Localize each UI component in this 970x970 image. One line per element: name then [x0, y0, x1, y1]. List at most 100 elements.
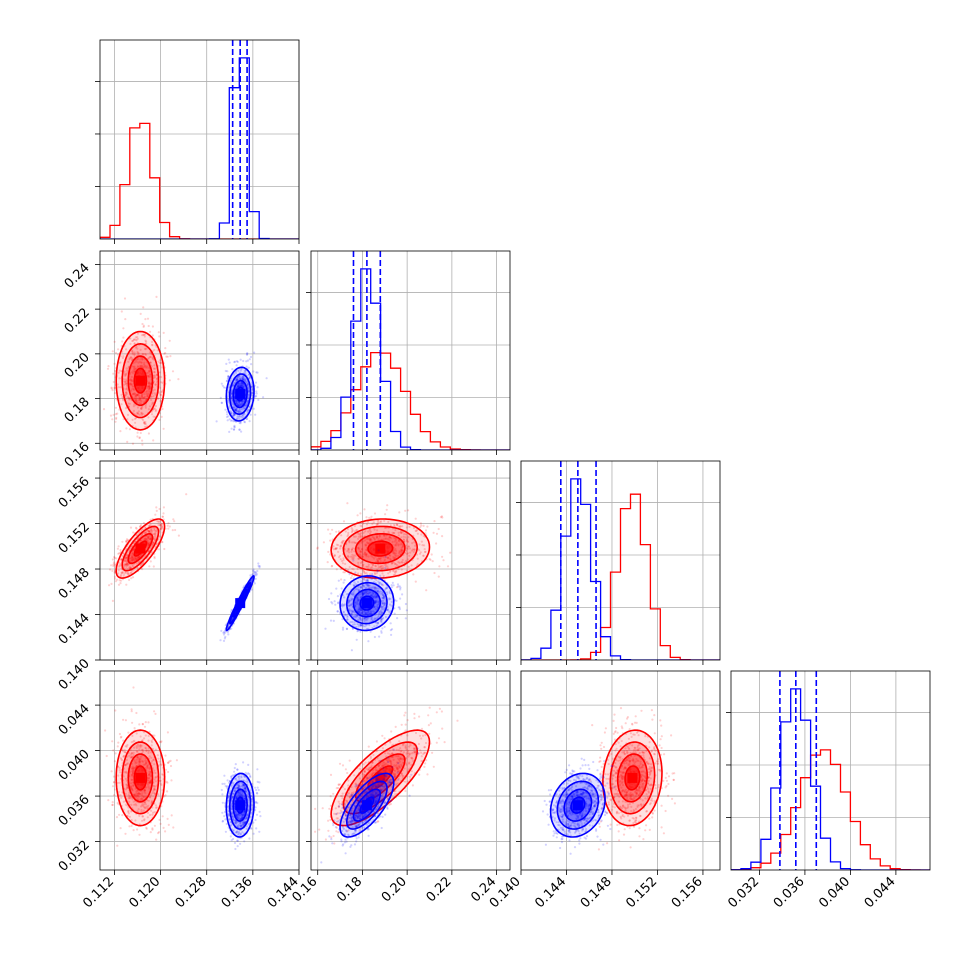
scatter-point — [238, 410, 241, 413]
scatter-point — [242, 382, 245, 385]
scatter-point — [137, 412, 140, 415]
scatter-point — [153, 348, 156, 352]
scatter-point — [133, 392, 136, 395]
scatter-point — [134, 368, 137, 371]
scatter-point — [148, 405, 152, 408]
scatter-point — [149, 373, 152, 376]
scatter-point — [229, 379, 232, 382]
scatter-point — [138, 360, 141, 363]
scatter-point — [131, 379, 134, 382]
scatter-point — [160, 527, 163, 530]
scatter-point — [113, 386, 116, 389]
scatter-point — [226, 413, 229, 416]
scatter-point — [446, 565, 450, 568]
scatter-point — [130, 554, 133, 558]
y-tick-label: 0.24 — [62, 261, 93, 292]
y-tick-label: 0.152 — [56, 520, 93, 557]
scatter-point — [222, 633, 226, 636]
scatter-point — [129, 547, 132, 550]
scatter-point — [146, 385, 150, 388]
scatter-point — [241, 383, 244, 386]
scatter-point — [113, 340, 116, 343]
scatter-point — [237, 410, 240, 413]
scatter-point — [373, 512, 377, 515]
scatter-point — [149, 518, 152, 521]
scatter-point — [112, 413, 115, 416]
scatter-point — [133, 367, 136, 370]
scatter-point — [132, 531, 135, 534]
scatter-point — [138, 436, 141, 439]
panel-frame — [99, 39, 300, 240]
scatter-point — [142, 521, 145, 525]
scatter-point — [246, 359, 249, 362]
scatter-point — [139, 524, 143, 527]
scatter-point — [168, 379, 171, 382]
scatter-point — [241, 382, 244, 385]
scatter-point — [236, 404, 240, 407]
scatter-point — [124, 380, 127, 384]
scatter-point — [126, 564, 130, 567]
scatter-point — [237, 403, 240, 407]
scatter-point — [123, 559, 126, 562]
scatter-point — [139, 365, 142, 368]
scatter-point — [130, 375, 133, 379]
scatter-point — [121, 814, 124, 817]
scatter-point — [132, 686, 135, 689]
scatter-point — [241, 376, 244, 379]
scatter-point — [125, 563, 128, 566]
scatter-point — [243, 377, 246, 381]
scatter-point — [371, 573, 374, 576]
scatter-point — [245, 403, 248, 406]
scatter-point — [161, 381, 164, 384]
scatter-point — [137, 555, 141, 558]
scatter-point — [167, 527, 170, 530]
scatter-point — [422, 524, 425, 528]
scatter-point — [234, 399, 237, 402]
scatter-point — [234, 371, 238, 374]
scatter-point — [153, 374, 156, 377]
scatter-point — [138, 531, 141, 534]
scatter-point — [114, 413, 118, 416]
scatter-point — [224, 635, 227, 639]
scatter-point — [238, 408, 241, 411]
scatter-point — [162, 512, 165, 515]
scatter-point — [143, 364, 146, 367]
scatter-point — [359, 630, 362, 633]
scatter-point — [114, 369, 117, 372]
scatter-point — [144, 365, 147, 368]
scatter-point — [129, 526, 133, 529]
scatter-point — [125, 383, 128, 386]
scatter-point — [139, 525, 142, 528]
scatter-point — [230, 390, 233, 393]
scatter-point — [153, 710, 156, 713]
scatter-point — [121, 554, 124, 558]
scatter-point — [144, 420, 147, 424]
scatter-point — [117, 371, 120, 374]
scatter-point — [123, 370, 126, 373]
scatter-point — [140, 364, 143, 367]
scatter-point — [232, 384, 235, 387]
scatter-point — [146, 557, 149, 560]
scatter-point — [159, 361, 162, 364]
scatter-point — [232, 420, 235, 423]
scatter-point — [230, 608, 233, 612]
grid — [311, 251, 510, 450]
scatter-point — [431, 560, 434, 563]
scatter-point — [238, 382, 241, 386]
scatter-point — [348, 573, 351, 576]
scatter-point — [133, 370, 136, 373]
scatter-point — [235, 364, 238, 367]
scatter-point — [163, 352, 166, 355]
scatter-point — [136, 337, 139, 340]
panel-1-0: 0.160.180.200.220.24 — [62, 250, 300, 471]
scatter-point — [161, 366, 164, 369]
scatter-point — [127, 573, 130, 576]
scatter-point — [136, 336, 139, 339]
scatter-point — [148, 524, 151, 527]
scatter-point — [240, 383, 243, 386]
scatter-point — [148, 375, 151, 378]
scatter-point — [142, 324, 145, 327]
scatter-point — [225, 380, 228, 383]
scatter-point — [119, 386, 122, 389]
scatter-point — [262, 396, 265, 399]
